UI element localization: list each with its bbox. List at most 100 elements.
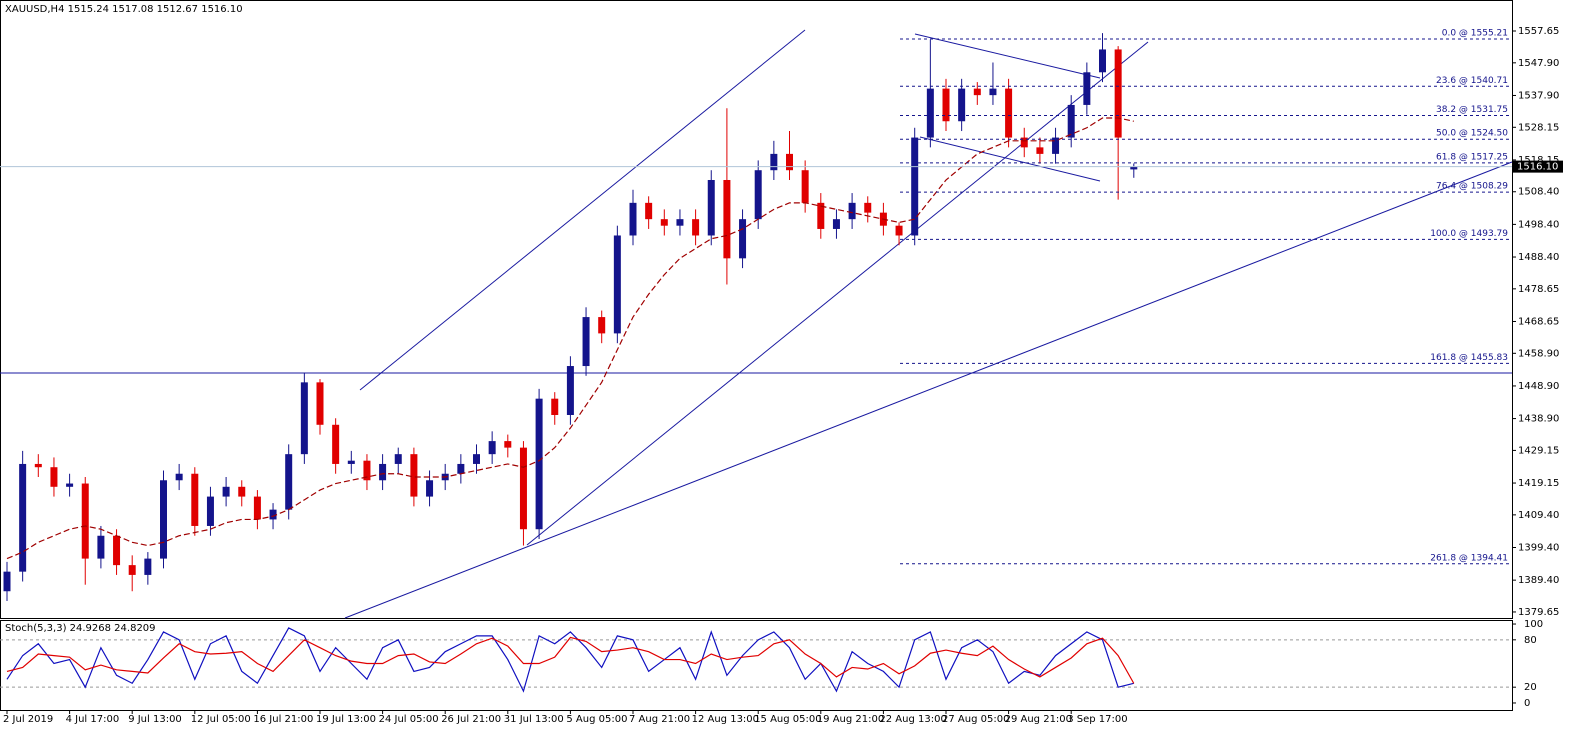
- x-tick-label: 31 Jul 13:00: [504, 714, 564, 725]
- x-tick-label: 12 Aug 13:00: [692, 714, 759, 725]
- y-tick-label: 1399.40: [1518, 543, 1559, 554]
- y-tick-label: 1468.65: [1518, 316, 1559, 327]
- candle-body: [832, 219, 840, 229]
- candle-body: [989, 88, 997, 96]
- candle-body: [269, 509, 277, 520]
- x-tick-label: 2 Jul 2019: [3, 714, 53, 725]
- candle-body: [113, 535, 121, 566]
- moving-average: [6, 117, 1134, 560]
- y-tick-label: 20: [1524, 682, 1537, 693]
- fib-label: 61.8 @ 1517.25: [1436, 152, 1508, 162]
- y-tick-label: 1488.40: [1518, 252, 1559, 263]
- price-panel: [0, 0, 1513, 619]
- y-tick-label: 1379.65: [1518, 607, 1559, 618]
- fib-label: 76.4 @ 1508.29: [1436, 182, 1508, 192]
- candle-body: [97, 535, 105, 559]
- candle-body: [300, 382, 308, 455]
- y-tick-label: 1448.90: [1518, 381, 1559, 392]
- x-tick-label: 29 Aug 21:00: [1005, 714, 1072, 725]
- candle-body: [1114, 49, 1122, 138]
- candle-body: [457, 463, 465, 474]
- candle-body: [410, 454, 418, 497]
- x-tick-label: 19 Aug 21:00: [817, 714, 884, 725]
- wedge-line: [914, 33, 1101, 79]
- candle-body: [770, 153, 778, 171]
- candle-body: [191, 473, 199, 526]
- candle-body: [723, 179, 731, 259]
- candle-body: [426, 480, 434, 497]
- candle-body: [519, 447, 527, 530]
- candle-body: [144, 558, 152, 575]
- stoch-panel: [0, 620, 1513, 711]
- fib-label: 50.0 @ 1524.50: [1436, 129, 1508, 139]
- candle-body: [973, 88, 981, 96]
- y-tick-label: 1537.90: [1518, 90, 1559, 101]
- y-tick-label: 1419.15: [1518, 478, 1559, 489]
- candle-body: [394, 454, 402, 464]
- candle-body: [629, 202, 637, 236]
- candle-body: [379, 463, 387, 481]
- candle-body: [911, 137, 919, 236]
- y-tick-label: 1557.65: [1518, 26, 1559, 37]
- x-tick-label: 16 Jul 21:00: [253, 714, 313, 725]
- candle-body: [864, 202, 872, 213]
- candle-body: [786, 153, 793, 171]
- y-tick-label: 80: [1524, 635, 1537, 646]
- candle-body: [801, 170, 809, 203]
- x-tick-label: 22 Aug 13:00: [879, 714, 946, 725]
- candle-body: [504, 441, 512, 448]
- x-tick-label: 3 Sep 17:00: [1067, 714, 1127, 725]
- candle-body: [613, 235, 621, 334]
- chart-title: XAUUSD,H4 1515.24 1517.08 1512.67 1516.1…: [5, 4, 243, 15]
- candle-body: [332, 424, 340, 464]
- x-tick-label: 19 Jul 13:00: [316, 714, 376, 725]
- price-label: 1516.10: [1517, 162, 1558, 173]
- candle-body: [1052, 137, 1060, 154]
- fib-label: 261.8 @ 1394.41: [1430, 553, 1508, 563]
- candle-body: [347, 460, 355, 464]
- x-tick-label: 15 Aug 05:00: [754, 714, 821, 725]
- x-tick-label: 7 Aug 21:00: [629, 714, 690, 725]
- y-tick-label: 0: [1524, 698, 1530, 709]
- candle-body: [175, 473, 183, 481]
- candle-body: [817, 202, 825, 229]
- candle-body: [222, 486, 230, 497]
- candle-body: [848, 202, 856, 220]
- candle-body: [660, 219, 668, 226]
- x-tick-label: 24 Jul 05:00: [379, 714, 439, 725]
- wedge-line: [919, 136, 1101, 182]
- y-tick-label: 1438.90: [1518, 414, 1559, 425]
- fib-label: 161.8 @ 1455.83: [1430, 353, 1508, 363]
- stoch-line: [6, 627, 1134, 693]
- candle-body: [582, 317, 590, 367]
- candle-body: [363, 460, 371, 481]
- fib-label: 23.6 @ 1540.71: [1436, 76, 1508, 86]
- candle-body: [3, 571, 11, 592]
- candle-body: [50, 467, 58, 487]
- indicator-title: Stoch(5,3,3) 24.9268 24.8209: [5, 623, 156, 634]
- candle-body: [926, 88, 934, 138]
- y-tick-label: 1498.40: [1518, 219, 1559, 230]
- candle-body: [285, 454, 293, 510]
- candle-body: [739, 219, 747, 259]
- y-tick-label: 1518.15: [1518, 155, 1559, 166]
- candle-body: [253, 496, 261, 520]
- candle-body: [316, 382, 324, 425]
- y-tick-label: 1409.40: [1518, 510, 1559, 521]
- y-tick-label: 1458.90: [1518, 348, 1559, 359]
- candle-body: [488, 441, 496, 455]
- candle-body: [707, 179, 715, 236]
- trend-line: [526, 41, 1149, 546]
- x-tick-label: 4 Jul 17:00: [66, 714, 120, 725]
- y-tick-label: 100: [1524, 619, 1543, 630]
- candle-body: [551, 398, 559, 415]
- x-tick-label: 27 Aug 05:00: [942, 714, 1009, 725]
- candle-body: [66, 483, 74, 487]
- candle-body: [676, 219, 684, 226]
- trend-line: [359, 29, 806, 391]
- y-tick-label: 1528.15: [1518, 122, 1559, 133]
- x-tick-label: 12 Jul 05:00: [191, 714, 251, 725]
- candle-body: [1067, 104, 1075, 138]
- candle-body: [895, 225, 903, 236]
